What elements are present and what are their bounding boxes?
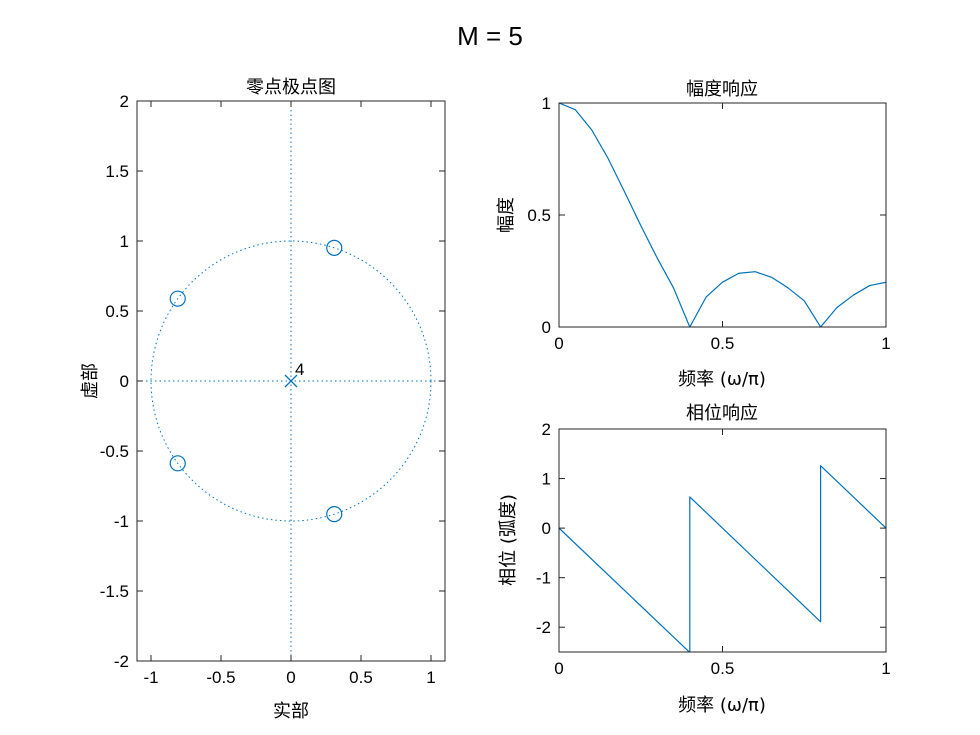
pole-zero-ytick-label: -1.5 — [100, 582, 129, 601]
phase-xtick-label: 0 — [554, 659, 563, 678]
phase-xlabel: 频率 (ω/π) — [678, 695, 766, 716]
magnitude-plot-area — [559, 103, 886, 327]
magnitude-plot: 幅度响应 频率 (ω/π) 幅度 0 0.5 1 0 0.5 1 — [496, 79, 891, 390]
magnitude-xtick-label: 1 — [881, 334, 890, 353]
phase-xtick-label: 0.5 — [711, 659, 735, 678]
phase-plot: 相位响应 频率 (ω/π) 相位 (弧度) 0 0.5 1 -2 -1 0 1 2 — [498, 403, 891, 716]
pole-zero-ylabel: 虚部 — [80, 363, 101, 399]
phase-xtick-label: 1 — [881, 659, 890, 678]
magnitude-xlabel: 频率 (ω/π) — [678, 369, 766, 390]
pole-multiplicity-label: 4 — [295, 360, 304, 379]
magnitude-title: 幅度响应 — [686, 79, 758, 100]
pole-marker — [284, 374, 298, 388]
magnitude-content — [559, 103, 886, 327]
pole-zero-xtick-label: -1 — [143, 668, 158, 687]
magnitude-ytick-label: 1 — [542, 94, 551, 113]
zero-marker — [326, 239, 343, 256]
phase-ytick-label: 1 — [542, 470, 551, 489]
zero-marker — [326, 506, 343, 523]
phase-content — [559, 465, 886, 652]
magnitude-xtick-label: 0.5 — [711, 334, 735, 353]
pole-zero-content — [137, 101, 445, 661]
magnitude-series-line — [559, 103, 886, 327]
pole-zero-ytick-label: 1.5 — [105, 162, 129, 181]
unit-circle — [150, 240, 432, 522]
pole-zero-plot: 零点极点图 实部 虚部 4 -1 -0.5 0 0.5 1 -2 -1.5 -1 -0.5 0 0.5… — [80, 77, 446, 722]
pole-zero-title: 零点极点图 — [246, 77, 336, 98]
figure-title: M = 5 — [457, 21, 523, 51]
phase-ylabel: 相位 (弧度) — [498, 494, 519, 586]
pole-zero-xlabel: 实部 — [273, 701, 309, 722]
magnitude-ylabel: 幅度 — [496, 197, 517, 233]
pole-zero-xtick-label: -0.5 — [206, 668, 235, 687]
pole-zero-ytick-label: 0 — [120, 372, 129, 391]
pole-zero-xtick-label: 0 — [286, 668, 295, 687]
zero-marker — [169, 290, 186, 307]
phase-ytick-label: 2 — [542, 420, 551, 439]
pole-zero-ytick-label: -0.5 — [100, 442, 129, 461]
pole-zero-xtick-label: 1 — [426, 668, 435, 687]
magnitude-xtick-label: 0 — [554, 334, 563, 353]
magnitude-ytick-label: 0.5 — [527, 206, 551, 225]
phase-ytick-label: 0 — [542, 519, 551, 538]
phase-ytick-label: -1 — [536, 569, 551, 588]
phase-plot-area — [559, 429, 886, 652]
phase-title: 相位响应 — [686, 403, 758, 424]
magnitude-ytick-label: 0 — [542, 318, 551, 337]
pole-zero-ytick-label: -2 — [114, 652, 129, 671]
pole-zero-xtick-label: 0.5 — [349, 668, 373, 687]
pole-zero-ytick-label: -1 — [114, 512, 129, 531]
zero-marker — [169, 455, 186, 472]
phase-ytick-label: -2 — [536, 618, 551, 637]
phase-series-line — [559, 465, 886, 652]
pole-zero-ytick-label: 2 — [120, 92, 129, 111]
pole-zero-ytick-label: 1 — [120, 232, 129, 251]
pole-zero-ytick-label: 0.5 — [105, 302, 129, 321]
